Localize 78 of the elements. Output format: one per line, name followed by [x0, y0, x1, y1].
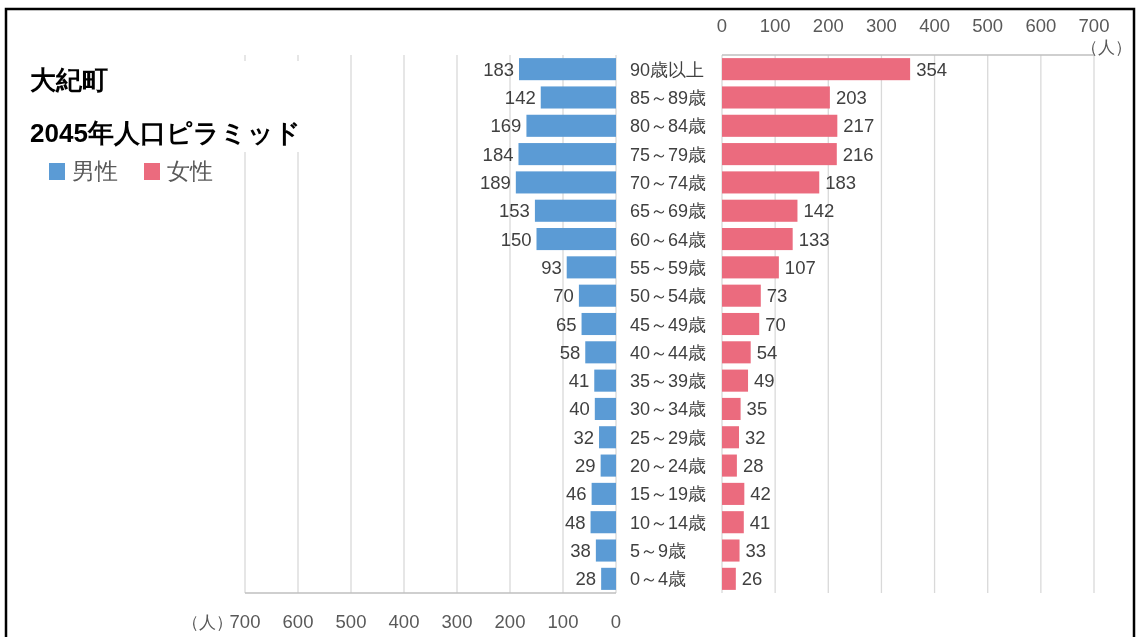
data-label: 153	[499, 200, 530, 222]
x-axis-title: （人）	[1081, 38, 1132, 57]
x-tick-label: 400	[919, 15, 950, 36]
x-tick-label: 100	[759, 15, 791, 36]
data-label: 35	[746, 398, 768, 420]
data-label: 73	[766, 285, 788, 307]
x-tick-label: 300	[441, 611, 473, 632]
data-label: 32	[573, 426, 595, 448]
category-label: 35～39歳	[630, 371, 707, 392]
x-tick-label: 500	[335, 611, 367, 632]
data-label: 183	[825, 171, 857, 193]
category-label: 70～74歳	[630, 172, 707, 193]
data-label: 142	[504, 86, 536, 108]
data-label: 28	[575, 568, 597, 590]
data-label: 107	[784, 256, 816, 278]
data-label: 70	[553, 285, 574, 307]
x-tick-label: 300	[866, 15, 897, 36]
data-label: 41	[749, 511, 771, 533]
category-label: 90歳以上	[630, 59, 705, 80]
data-label: 203	[835, 86, 867, 108]
data-label: 58	[559, 341, 581, 363]
data-label: 38	[570, 540, 591, 562]
category-label: 65～69歳	[630, 201, 707, 222]
data-label: 183	[483, 58, 514, 80]
data-label: 65	[555, 313, 577, 335]
x-tick-label: 0	[716, 15, 728, 36]
category-label: 30～34歳	[630, 399, 707, 420]
category-label: 80～84歳	[630, 116, 707, 137]
data-label: 354	[916, 58, 947, 80]
x-tick-label: 600	[282, 611, 314, 632]
legend-label: 女性	[167, 158, 213, 184]
data-label: 142	[803, 200, 835, 222]
data-label: 49	[754, 370, 775, 392]
data-label: 70	[765, 313, 786, 335]
x-tick-label: 0	[610, 611, 622, 632]
category-label: 85～89歳	[630, 87, 707, 108]
data-label: 42	[750, 483, 771, 505]
data-label: 184	[482, 143, 514, 165]
category-label: 75～79歳	[630, 144, 707, 165]
category-label: 25～29歳	[630, 427, 707, 448]
data-label: 41	[568, 370, 590, 392]
x-tick-label: 100	[547, 611, 579, 632]
category-label: 15～19歳	[630, 484, 707, 505]
legend-label: 男性	[72, 158, 118, 184]
data-label: 26	[741, 568, 763, 590]
data-label: 189	[479, 171, 511, 193]
subtitle: 2045年人口ピラミッド	[30, 118, 301, 148]
data-label: 29	[575, 455, 596, 477]
data-label: 216	[842, 143, 874, 165]
data-label: 40	[569, 398, 590, 420]
x-tick-label: 600	[1025, 15, 1057, 36]
category-label: 45～49歳	[630, 314, 707, 335]
x-tick-label: 400	[388, 611, 420, 632]
data-label: 33	[745, 540, 767, 562]
category-label: 10～14歳	[630, 512, 707, 533]
data-label: 32	[745, 426, 766, 448]
category-label: 55～59歳	[630, 257, 707, 278]
data-label: 169	[490, 115, 522, 137]
category-label: 50～54歳	[630, 286, 707, 307]
data-label: 133	[798, 228, 830, 250]
data-label: 48	[565, 511, 586, 533]
x-tick-label: 200	[812, 15, 844, 36]
data-label: 93	[541, 256, 562, 278]
category-label: 20～24歳	[630, 456, 707, 477]
data-label: 46	[566, 483, 587, 505]
category-label: 40～44歳	[630, 342, 707, 363]
x-tick-label: 500	[972, 15, 1004, 36]
data-label: 150	[500, 228, 532, 250]
x-tick-label: 200	[494, 611, 526, 632]
x-tick-label: 700	[229, 611, 261, 632]
category-label: 0～4歳	[630, 569, 687, 590]
category-label: 60～64歳	[630, 229, 707, 250]
title: 大紀町	[30, 65, 108, 95]
data-label: 54	[756, 341, 778, 363]
x-tick-label: 700	[1078, 15, 1110, 36]
category-label: 5～9歳	[630, 541, 687, 562]
data-label: 28	[742, 455, 764, 477]
data-label: 217	[843, 115, 875, 137]
